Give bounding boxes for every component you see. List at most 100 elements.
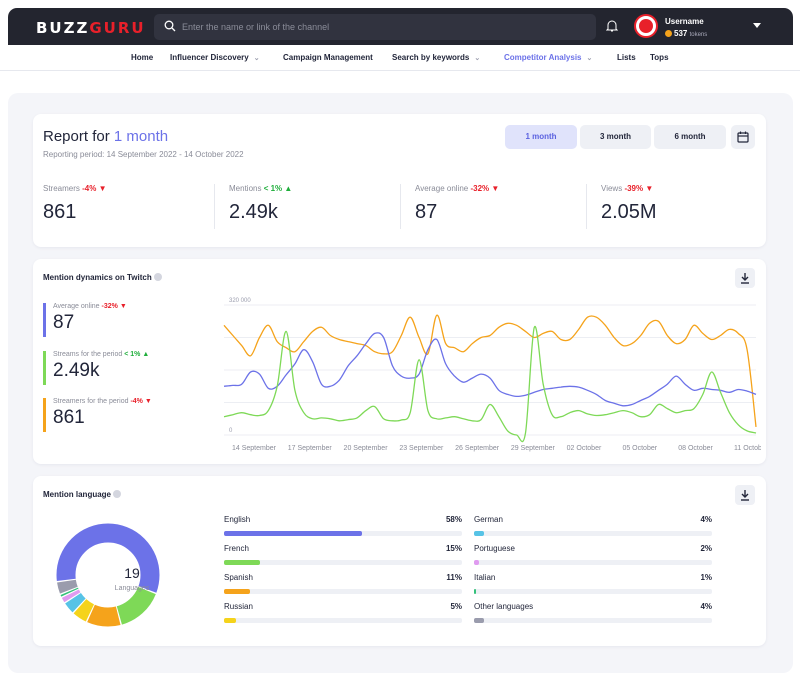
language-percent: 2% (700, 544, 712, 553)
progress-fill (224, 560, 260, 565)
x-tick-label: 17 September (288, 445, 333, 452)
stat-value: 2.49k (229, 201, 278, 223)
languages-count: 19 (124, 565, 140, 581)
search-icon (164, 20, 176, 32)
help-icon[interactable] (153, 273, 162, 281)
username: Username (665, 17, 704, 26)
report-card: Report for 1 month Reporting period: 14 … (33, 114, 766, 247)
stat-average-online: Average online -32% ▼ 87 (415, 184, 499, 230)
nav-item-campaign-management[interactable]: Campaign Management (283, 53, 373, 62)
stat-mentions: Mentions < 1% ▲ 2.49k (229, 184, 292, 230)
avatar[interactable] (634, 14, 658, 38)
arrow-down-icon: ▼ (491, 184, 500, 193)
x-tick-label: 05 October (622, 445, 657, 452)
language-percent: 58% (445, 515, 462, 524)
nav-item-search-by-keywords[interactable]: Search by keywords ⌄ (392, 53, 481, 62)
language-percent: 11% (446, 573, 462, 582)
metric-average-online: Average online -32% ▼ 87 (43, 303, 127, 337)
logo-text: BUZZ (36, 19, 90, 37)
chevron-down-icon: ⌄ (253, 55, 260, 62)
calendar-button[interactable] (731, 125, 755, 149)
progress-track (224, 618, 462, 623)
series-line-1 (223, 332, 757, 407)
language-percent: 4% (700, 602, 712, 611)
nav-item-home[interactable]: Home (131, 53, 154, 62)
x-tick-label: 08 October (678, 445, 713, 452)
series-line-2 (223, 325, 757, 443)
stat-label: Average online (415, 184, 469, 193)
y-tick-label: 320 000 (229, 298, 251, 304)
logo-text-accent: GURU (89, 19, 146, 37)
stat-value: 87 (415, 201, 438, 223)
stat-streamers: Streamers -4% ▼ 861 (43, 184, 107, 230)
language-row-german: German 4% (474, 515, 712, 536)
channel-search-box[interactable] (154, 14, 596, 40)
language-name: German (474, 515, 503, 524)
progress-fill (224, 531, 363, 536)
language-row-russian: Russian 5% (224, 602, 462, 623)
progress-fill (474, 560, 479, 565)
token-count: 537 (674, 29, 688, 38)
metric-value: 2.49k (53, 360, 100, 381)
progress-fill (474, 618, 484, 623)
download-button[interactable] (735, 485, 755, 505)
section-title: Mention dynamics on Twitch (43, 273, 162, 282)
donut-slice-english (56, 523, 160, 627)
language-donut-chart (56, 523, 160, 627)
progress-fill (224, 618, 236, 623)
progress-track (224, 531, 462, 536)
metric-streamers: Streamers for the period -4% ▼ 861 (43, 398, 152, 432)
period-button-6-month[interactable]: 6 month (654, 125, 726, 149)
language-name: Russian (224, 602, 253, 611)
arrow-down-icon: ▼ (98, 184, 107, 193)
language-name: Italian (474, 573, 496, 582)
progress-track (224, 589, 462, 594)
nav-item-lists[interactable]: Lists (617, 53, 636, 62)
chevron-down-icon: ⌄ (474, 55, 481, 62)
metric-value: 861 (53, 407, 85, 428)
mention-dynamics-card: Mention dynamics on Twitch Average onlin… (33, 259, 766, 464)
token-coin-icon (665, 30, 672, 37)
channel-search-input[interactable] (182, 14, 582, 40)
page-title: Report for 1 month (43, 128, 169, 145)
language-row-other-languages: Other languages 4% (474, 602, 712, 623)
language-name: Portuguese (474, 544, 515, 553)
token-balance: 537 tokens (665, 29, 707, 38)
progress-track (474, 618, 712, 623)
download-icon (741, 490, 749, 501)
metric-streams: Streams for the period < 1% ▲ 2.49k (43, 351, 149, 385)
stat-views: Views -39% ▼ 2.05M (601, 184, 657, 230)
language-row-english: English 58% (224, 515, 462, 536)
nav-item-tops[interactable]: Tops (650, 53, 669, 62)
progress-fill (474, 531, 484, 536)
series-line-0 (223, 314, 757, 427)
language-name: Spanish (224, 573, 253, 582)
account-menu-chevron-icon[interactable] (753, 23, 761, 28)
period-button-3-month[interactable]: 3 month (580, 125, 651, 149)
x-tick-label: 29 September (511, 445, 556, 452)
calendar-icon (737, 131, 749, 143)
download-button[interactable] (735, 268, 755, 288)
language-name: English (224, 515, 251, 524)
stat-label: Streamers (43, 184, 80, 193)
nav-item-influencer-discovery[interactable]: Influencer Discovery ⌄ (170, 53, 260, 62)
language-name: French (224, 544, 249, 553)
period-button-1-month[interactable]: 1 month (505, 125, 577, 149)
stat-change: -39% (624, 184, 644, 193)
logo[interactable]: BUZZGURU (36, 19, 146, 37)
nav-item-competitor-analysis[interactable]: Competitor Analysis ⌄ (504, 53, 593, 62)
y-tick-label: 0 (229, 428, 233, 434)
x-tick-label: 23 September (399, 445, 444, 452)
progress-track (474, 589, 712, 594)
x-tick-label: 14 September (232, 445, 277, 452)
stat-value: 861 (43, 201, 77, 223)
download-icon (741, 273, 749, 284)
help-icon[interactable] (113, 490, 121, 498)
stat-label: Views (601, 184, 623, 193)
bell-icon[interactable] (606, 19, 618, 32)
language-percent: 4% (700, 515, 712, 524)
language-percent: 5% (450, 602, 462, 611)
language-percent: 1% (700, 573, 712, 582)
metric-value: 87 (53, 312, 75, 333)
languages-count-label: Languages (114, 585, 150, 592)
